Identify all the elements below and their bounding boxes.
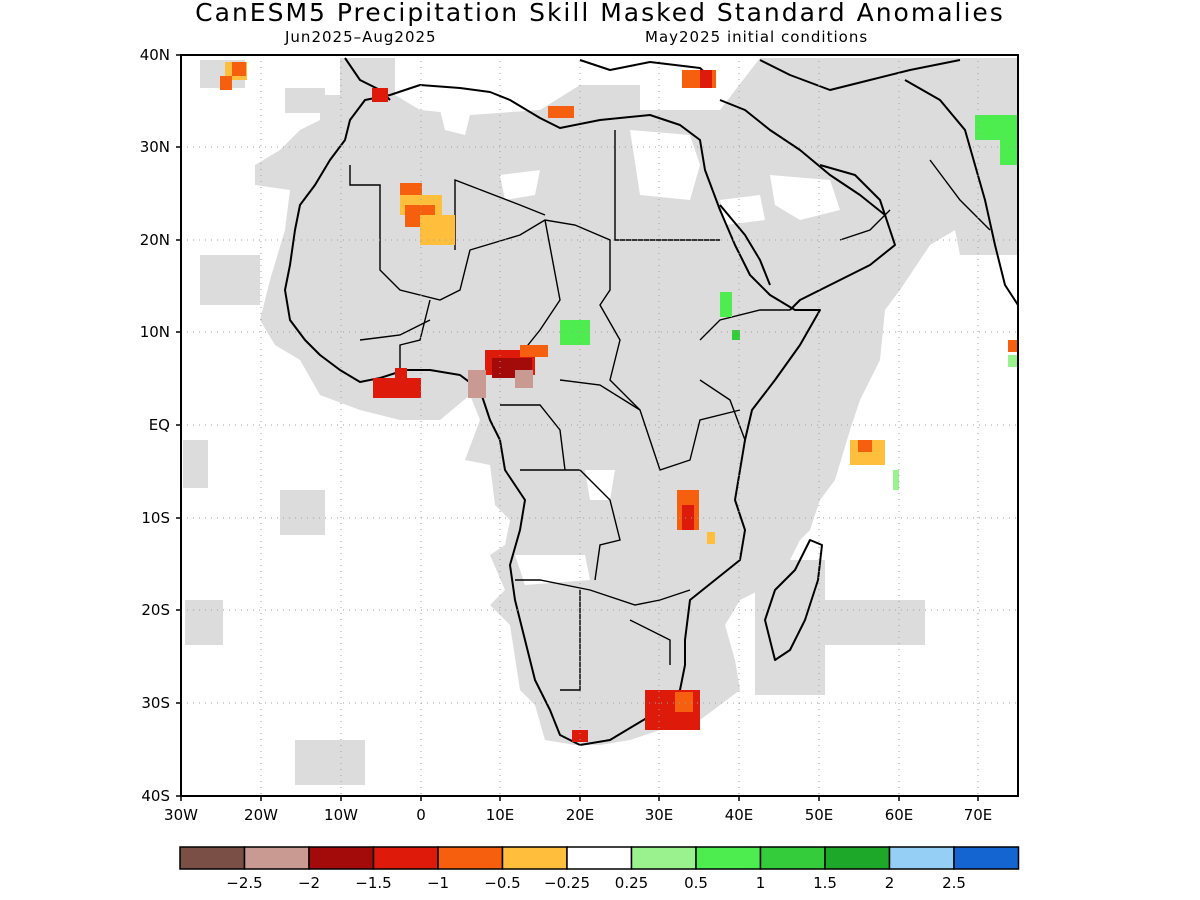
lon-labels: 30W 20W 10W 0 10E 20E 30E 40E 50E 60E 70… — [164, 806, 992, 824]
colorbar-label: 2 — [885, 874, 895, 892]
colorbar-swatch — [695, 846, 762, 870]
colorbar-label: −0.5 — [484, 874, 520, 892]
lon-label: 0 — [416, 806, 426, 824]
colorbar-swatch — [501, 846, 568, 870]
lat-label: 20S — [141, 601, 170, 619]
lon-label: 20E — [566, 806, 595, 824]
colorbar-swatch — [630, 846, 697, 870]
lon-label: 20W — [244, 806, 278, 824]
colorbar-label: −2 — [298, 874, 320, 892]
season-label: Jun2025–Aug2025 — [285, 28, 437, 46]
colorbar-label: −1.5 — [355, 874, 391, 892]
anomaly-cells — [220, 62, 1018, 742]
colorbar-swatch — [179, 846, 246, 870]
lon-label: 30W — [164, 806, 198, 824]
colorbar-swatch — [953, 846, 1020, 870]
lat-label: 30S — [141, 694, 170, 712]
lat-label: EQ — [149, 416, 170, 434]
colorbar-label: 1.5 — [813, 874, 837, 892]
colorbar: −2.5 −2 −1.5 −1 −0.5 −0.25 0.25 0.5 1 1.5 2 2.5 — [179, 846, 1020, 892]
lat-label: 20N — [140, 231, 170, 249]
lon-label: 10E — [486, 806, 515, 824]
lat-labels: 40N 30N 20N 10N EQ 10S 20S 30S 40S — [140, 46, 170, 805]
colorbar-swatch — [372, 846, 439, 870]
colorbar-label: −0.25 — [544, 874, 590, 892]
colorbar-label: 0.25 — [615, 874, 648, 892]
colorbar-swatch — [566, 846, 633, 870]
map-area — [181, 55, 1018, 796]
lat-label: 40S — [141, 787, 170, 805]
lon-label: 40E — [725, 806, 754, 824]
lat-label: 30N — [140, 138, 170, 156]
lon-label: 30E — [645, 806, 674, 824]
colorbar-swatch — [824, 846, 891, 870]
colorbar-swatch — [308, 846, 375, 870]
colorbar-swatch — [243, 846, 310, 870]
colorbar-label: −2.5 — [226, 874, 262, 892]
init-conditions-label: May2025 initial conditions — [645, 28, 869, 46]
lat-label: 40N — [140, 46, 170, 64]
colorbar-label: 2.5 — [942, 874, 966, 892]
plot-title: CanESM5 Precipitation Skill Masked Stand… — [195, 0, 1005, 27]
lon-label: 10W — [324, 806, 358, 824]
lon-label: 70E — [964, 806, 993, 824]
colorbar-label: −1 — [427, 874, 449, 892]
colorbar-label: 1 — [756, 874, 766, 892]
unmasked-areas — [440, 110, 840, 585]
lon-label: 60E — [885, 806, 914, 824]
lon-label: 50E — [805, 806, 834, 824]
colorbar-swatch — [888, 846, 955, 870]
skill-mask — [183, 58, 1018, 785]
lat-label: 10N — [140, 323, 170, 341]
colorbar-label: 0.5 — [684, 874, 708, 892]
colorbar-swatch — [759, 846, 826, 870]
colorbar-swatch — [437, 846, 504, 870]
lat-label: 10S — [141, 509, 170, 527]
country-borders — [349, 130, 991, 691]
tick-marks — [176, 54, 979, 801]
